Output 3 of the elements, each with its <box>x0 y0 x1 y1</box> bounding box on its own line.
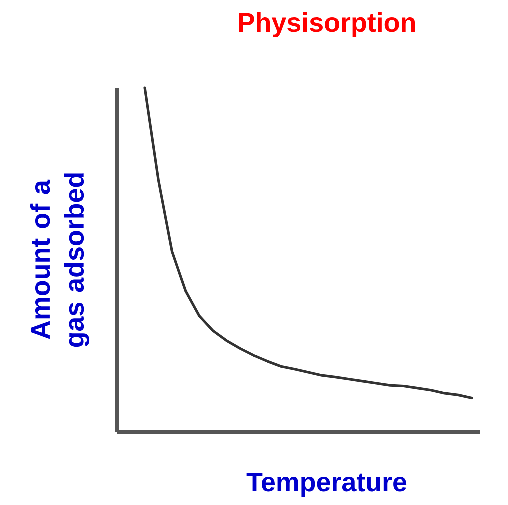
x-axis-title: Temperature <box>246 472 407 498</box>
y-axis-title: Amount of a gas adsorbed <box>30 174 90 348</box>
chart-title: Physisorption <box>239 12 416 38</box>
